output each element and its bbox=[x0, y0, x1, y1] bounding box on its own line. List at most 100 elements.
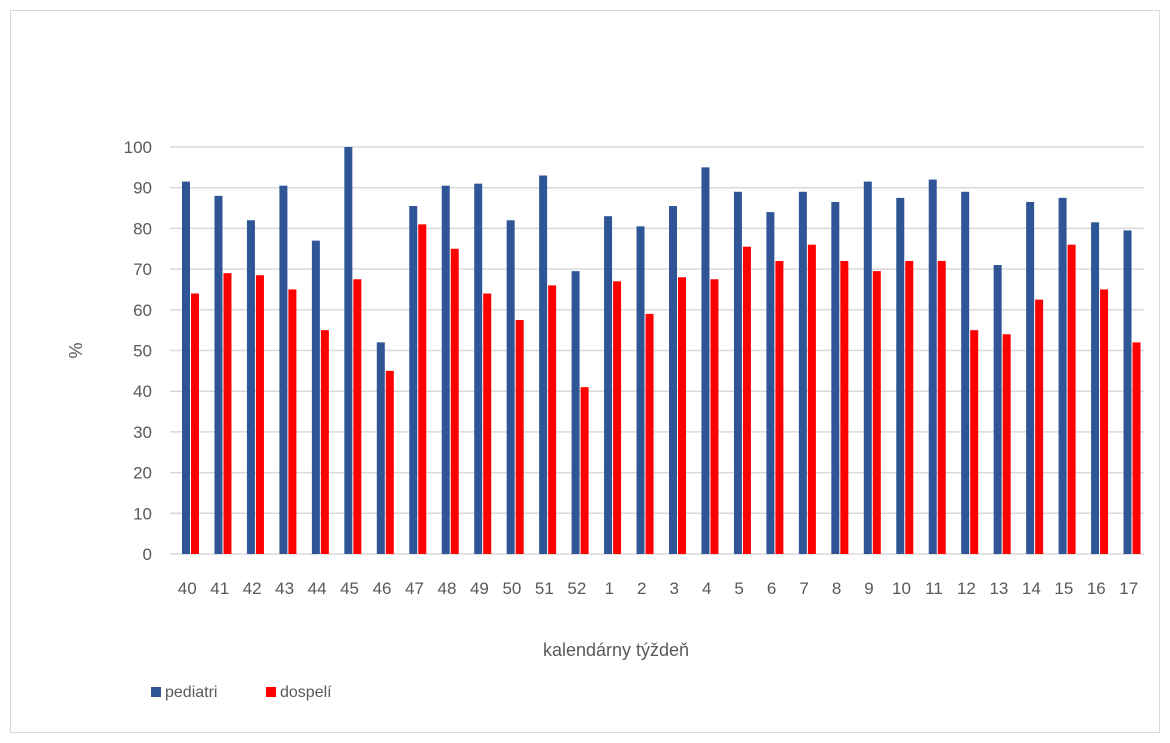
x-tick-label: 8 bbox=[832, 579, 841, 598]
bar-pediatri bbox=[669, 206, 677, 554]
x-tick-label: 6 bbox=[767, 579, 776, 598]
bar-pediatri bbox=[279, 185, 288, 555]
bar-dospelí bbox=[223, 273, 232, 554]
bar-pediatri bbox=[896, 197, 905, 554]
y-tick-label: 40 bbox=[133, 382, 152, 401]
bar-pediatri bbox=[701, 167, 710, 554]
x-tick-label: 11 bbox=[925, 579, 943, 598]
x-tick-label: 12 bbox=[957, 579, 976, 598]
y-tick-label: 100 bbox=[124, 138, 152, 157]
bar-pediatri bbox=[636, 226, 645, 555]
x-tick-label: 3 bbox=[669, 579, 678, 598]
bar-dospelí bbox=[807, 244, 816, 554]
bar-pediatri bbox=[1058, 197, 1067, 554]
x-tick-label: 51 bbox=[535, 579, 554, 598]
x-tick-label: 9 bbox=[864, 579, 873, 598]
bar-dospelí bbox=[255, 275, 264, 554]
y-tick-label: 30 bbox=[133, 423, 152, 442]
x-tick-label: 14 bbox=[1022, 579, 1041, 598]
y-tick-label: 80 bbox=[133, 219, 152, 238]
bar-dospelí bbox=[678, 277, 686, 554]
bar-dospelí bbox=[1067, 244, 1076, 554]
bar-pediatri bbox=[766, 212, 775, 554]
bar-dospelí bbox=[418, 224, 427, 554]
bar-dospelí bbox=[1035, 299, 1044, 554]
bar-dospelí bbox=[710, 279, 719, 554]
bar-pediatri bbox=[571, 271, 580, 554]
bar-pediatri bbox=[376, 342, 385, 554]
x-tick-label: 5 bbox=[734, 579, 743, 598]
x-tick-label: 50 bbox=[502, 579, 521, 598]
bar-pediatri bbox=[1026, 201, 1035, 554]
y-tick-label: 10 bbox=[133, 504, 152, 523]
bar-pediatri bbox=[441, 185, 450, 555]
bar-pediatri bbox=[961, 191, 970, 554]
x-tick-label: 47 bbox=[405, 579, 424, 598]
x-tick-label: 43 bbox=[275, 579, 294, 598]
bar-pediatri bbox=[831, 201, 840, 554]
bar-pediatri bbox=[344, 147, 353, 554]
y-axis-label: % bbox=[66, 342, 86, 358]
bar-dospelí bbox=[353, 279, 362, 554]
bar-dospelí bbox=[905, 260, 914, 554]
chart-frame: 0 10 20 30 40 50 60 70 80 90 100 40 41 42 43 44 45 46 47 4… bbox=[10, 10, 1160, 733]
x-tick-label: 46 bbox=[373, 579, 392, 598]
bar-dospelí bbox=[320, 330, 329, 554]
bar-dospelí bbox=[1132, 342, 1141, 554]
legend-label-pediatri: pediatri bbox=[165, 684, 217, 701]
bar-pediatri bbox=[214, 195, 223, 554]
bar-dospelí bbox=[515, 319, 524, 554]
bar-pediatri bbox=[474, 183, 483, 554]
bar-dospelí bbox=[970, 330, 979, 554]
x-tick-label: 13 bbox=[989, 579, 1008, 598]
x-tick-label: 10 bbox=[892, 579, 911, 598]
bar-pediatri bbox=[246, 220, 255, 554]
legend: pediatri dospelí bbox=[151, 684, 332, 701]
bar-pediatri bbox=[993, 265, 1002, 554]
y-tick-label: 60 bbox=[133, 301, 152, 320]
bar-pediatri bbox=[1123, 230, 1132, 554]
bar-dospelí bbox=[385, 370, 394, 554]
bar-dospelí bbox=[742, 246, 751, 554]
x-axis-label: kalendárny týždeň bbox=[543, 640, 689, 660]
bar-pediatri bbox=[311, 240, 320, 555]
bar-dospelí bbox=[613, 281, 622, 554]
bar-pediatri bbox=[539, 175, 548, 555]
x-axis-ticks: 40 41 42 43 44 45 46 47 48 49 50 51 52 1 2 3 4 5 6 7 8 9 10 11 1… bbox=[178, 579, 1138, 598]
gridlines bbox=[170, 146, 1144, 555]
bar-dospelí bbox=[288, 289, 297, 554]
x-tick-label: 4 bbox=[702, 579, 711, 598]
bar-dospelí bbox=[872, 271, 881, 554]
bar-pediatri bbox=[863, 181, 872, 554]
bar-pediatri bbox=[506, 220, 515, 554]
x-tick-label: 52 bbox=[567, 579, 586, 598]
bar-pediatri bbox=[182, 181, 190, 554]
bar-dospelí bbox=[840, 260, 849, 554]
bars bbox=[182, 147, 1141, 555]
x-tick-label: 1 bbox=[605, 579, 614, 598]
x-tick-label: 44 bbox=[308, 579, 327, 598]
bar-pediatri bbox=[733, 191, 742, 554]
legend-swatch-pediatri bbox=[151, 687, 161, 697]
y-tick-label: 20 bbox=[133, 464, 152, 483]
legend-label-dospelí: dospelí bbox=[280, 684, 332, 701]
bar-pediatri bbox=[604, 216, 613, 554]
y-axis-ticks: 0 10 20 30 40 50 60 70 80 90 100 bbox=[124, 138, 152, 564]
bar-dospelí bbox=[548, 285, 557, 554]
x-tick-label: 2 bbox=[637, 579, 646, 598]
bar-pediatri bbox=[409, 206, 418, 554]
bar-dospelí bbox=[775, 260, 784, 554]
x-tick-label: 15 bbox=[1054, 579, 1073, 598]
bar-pediatri bbox=[928, 179, 937, 554]
x-tick-label: 40 bbox=[178, 579, 197, 598]
bar-pediatri bbox=[798, 191, 807, 554]
x-tick-label: 17 bbox=[1119, 579, 1138, 598]
bar-dospelí bbox=[1100, 289, 1109, 554]
bar-dospelí bbox=[937, 260, 946, 554]
bar-dospelí bbox=[483, 293, 492, 554]
x-tick-label: 45 bbox=[340, 579, 359, 598]
bar-dospelí bbox=[580, 387, 589, 554]
y-tick-label: 90 bbox=[133, 179, 152, 198]
bar-dospelí bbox=[191, 293, 199, 554]
